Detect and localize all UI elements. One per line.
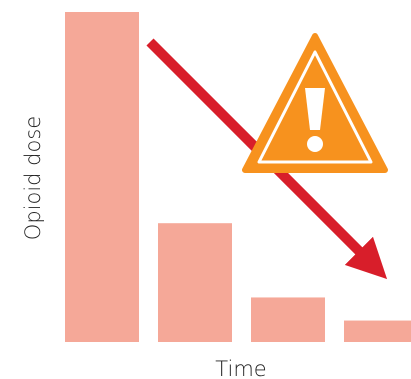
y-axis-label: Opioid dose <box>21 116 45 240</box>
exclamation-mark-icon <box>305 88 325 130</box>
warning-sign-icon <box>242 33 388 173</box>
x-axis-label: Time <box>215 357 266 379</box>
bars-group <box>65 12 411 342</box>
bar-3 <box>251 297 325 342</box>
bar-1 <box>65 12 139 342</box>
bar-2 <box>158 223 232 342</box>
bar-4 <box>344 320 411 342</box>
